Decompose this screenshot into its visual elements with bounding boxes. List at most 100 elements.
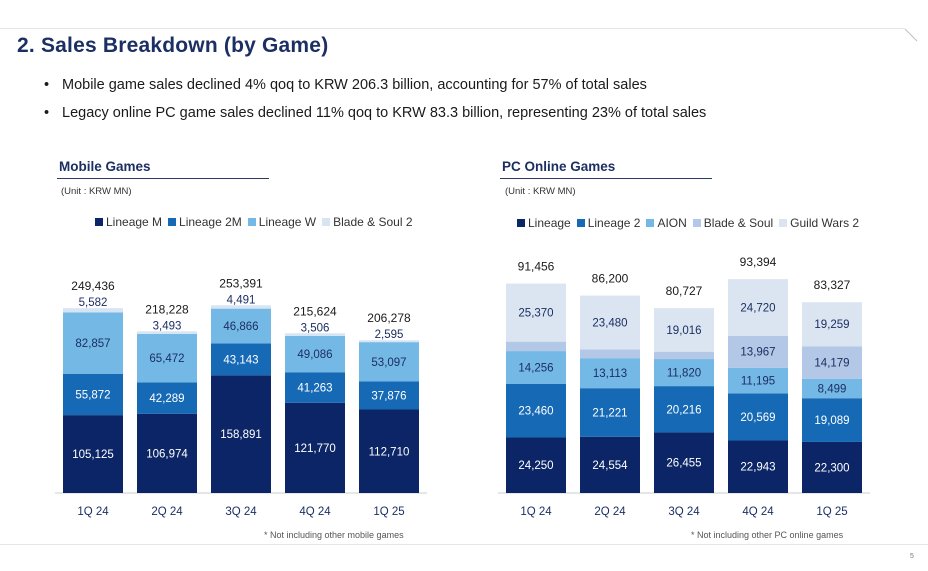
- pc-bar-lineage-2-2: [654, 386, 714, 433]
- pc-bar-lineage-1: [580, 436, 640, 493]
- legend-label: Lineage: [528, 216, 571, 230]
- pc-chart-title: PC Online Games: [502, 159, 616, 174]
- pc-category-label: 1Q 25: [816, 506, 847, 518]
- pc-data-label: 8,499: [818, 383, 847, 395]
- mobile-bar-blade-soul-2-1: [137, 331, 197, 334]
- pc-data-label: 14,179: [814, 358, 849, 370]
- mobile-bar-lineage-2m-4: [359, 381, 419, 410]
- page-title: 2. Sales Breakdown (by Game): [17, 34, 329, 57]
- legend-label: Lineage 2M: [179, 215, 242, 229]
- pc-data-label: 22,300: [814, 462, 849, 474]
- mobile-data-label: 65,472: [149, 353, 184, 365]
- pc-footnote: * Not including other PC online games: [691, 530, 844, 540]
- mobile-data-label: 49,086: [297, 349, 332, 361]
- legend-item-lineage-2: Lineage 2: [576, 216, 641, 230]
- mobile-data-label: 55,872: [75, 389, 110, 401]
- legend-label: Lineage M: [106, 215, 163, 229]
- mobile-category-label: 1Q 25: [373, 506, 404, 518]
- pc-data-label: 25,370: [518, 308, 553, 320]
- mobile-category-label: 3Q 24: [225, 506, 257, 518]
- mobile-category-label: 2Q 24: [151, 506, 183, 518]
- mobile-category-label: 1Q 24: [77, 506, 109, 518]
- mobile-data-label: 106,974: [146, 448, 188, 460]
- pc-data-label: 19,016: [666, 325, 701, 337]
- mobile-bar-lineage-m-3: [285, 402, 345, 493]
- legend-swatch: [646, 219, 655, 227]
- legend-swatch: [576, 219, 585, 227]
- pc-bar-lineage-4: [802, 441, 862, 493]
- pc-title-underline: [500, 178, 712, 179]
- pc-bar-lineage-2-4: [802, 398, 862, 442]
- pc-data-label: 23,480: [592, 317, 627, 329]
- mobile-data-label: 42,289: [149, 393, 184, 405]
- legend-label: AION: [657, 216, 687, 230]
- pc-data-label: 24,554: [592, 460, 628, 472]
- mobile-chart-title: Mobile Games: [59, 159, 151, 174]
- pc-bar-lineage-2-1: [580, 388, 640, 437]
- pc-total-label: 83,327: [814, 278, 851, 292]
- legend-item-guild-wars-2: Guild Wars 2: [779, 216, 859, 230]
- legend-item-blade-soul: Blade & Soul: [692, 216, 774, 230]
- mobile-bar-lineage-m-0: [63, 415, 123, 493]
- legend-item-aion: AION: [646, 216, 687, 230]
- pc-category-label: 4Q 24: [742, 506, 774, 518]
- mobile-data-label: 5,582: [79, 297, 108, 309]
- legend-label: Lineage 2: [587, 216, 641, 230]
- legend-label: Blade & Soul: [703, 216, 774, 230]
- mobile-bar-lineage-2m-1: [137, 382, 197, 414]
- mobile-bar-blade-soul-2-2: [211, 305, 271, 309]
- page-number: 5: [910, 553, 914, 560]
- pc-bar-aion-1: [580, 358, 640, 389]
- mobile-data-label: 46,866: [223, 321, 258, 333]
- mobile-bar-lineage-w-4: [359, 342, 419, 382]
- mobile-total-label: 215,624: [293, 304, 337, 318]
- pc-data-label: 13,113: [593, 368, 627, 380]
- pc-data-label: 19,089: [814, 415, 849, 427]
- pc-total-label: 91,456: [518, 260, 555, 274]
- pc-bar-blade-soul-2: [654, 351, 714, 360]
- pc-data-label: 26,455: [666, 458, 701, 470]
- pc-bar-aion-4: [802, 378, 862, 399]
- mobile-unit-label: (Unit : KRW MN): [61, 186, 132, 197]
- mobile-bar-lineage-w-0: [63, 312, 123, 374]
- mobile-bar-lineage-2m-0: [63, 373, 123, 416]
- mobile-data-label: 43,143: [223, 354, 258, 366]
- legend-swatch: [95, 218, 103, 226]
- mobile-data-label: 37,876: [371, 390, 406, 402]
- pc-data-label: 21,221: [592, 407, 627, 419]
- mobile-bar-lineage-m-1: [137, 413, 197, 493]
- pc-bar-guild-wars-2-4: [802, 302, 862, 347]
- mobile-data-label: 53,097: [371, 357, 406, 369]
- mobile-bar-lineage-2m-3: [285, 372, 345, 403]
- pc-bar-guild-wars-2-0: [506, 283, 566, 342]
- legend-item-lineage: Lineage: [517, 216, 571, 230]
- mobile-data-label: 158,891: [220, 429, 262, 441]
- pc-data-label: 20,216: [666, 404, 701, 416]
- mobile-total-label: 218,228: [145, 302, 189, 316]
- pc-data-label: 11,820: [667, 368, 701, 380]
- mobile-bar-lineage-m-2: [211, 375, 271, 493]
- pc-category-label: 3Q 24: [668, 506, 700, 518]
- pc-bar-blade-soul-3: [728, 335, 788, 368]
- pc-data-label: 22,943: [740, 462, 775, 474]
- legend-item-lineage-2m: Lineage 2M: [168, 215, 242, 229]
- legend-swatch: [692, 219, 701, 227]
- corner-slash-mark: [904, 28, 918, 42]
- bullet-mobile-summary: Mobile game sales declined 4% qoq to KRW…: [44, 75, 706, 103]
- pc-data-label: 24,250: [518, 460, 553, 472]
- legend-swatch: [247, 218, 256, 226]
- legend-swatch: [517, 219, 525, 227]
- pc-bar-guild-wars-2-1: [580, 295, 640, 350]
- legend-item-blade-soul-2: Blade & Soul 2: [322, 215, 413, 229]
- pc-bar-aion-0: [506, 351, 566, 384]
- pc-category-label: 1Q 24: [520, 506, 552, 518]
- mobile-total-label: 249,436: [71, 279, 115, 293]
- pc-bar-lineage-2-0: [506, 383, 566, 438]
- pc-data-label: 20,569: [740, 412, 775, 424]
- legend-label: Lineage W: [258, 215, 317, 229]
- mobile-stacked-bar-chart: 105,125 55,872 82,857 5,582 249,436 1Q 24 106,…: [55, 276, 427, 518]
- mobile-data-label: 121,770: [294, 443, 336, 455]
- pc-bar-blade-soul-4: [802, 346, 862, 379]
- legend-swatch: [322, 218, 331, 226]
